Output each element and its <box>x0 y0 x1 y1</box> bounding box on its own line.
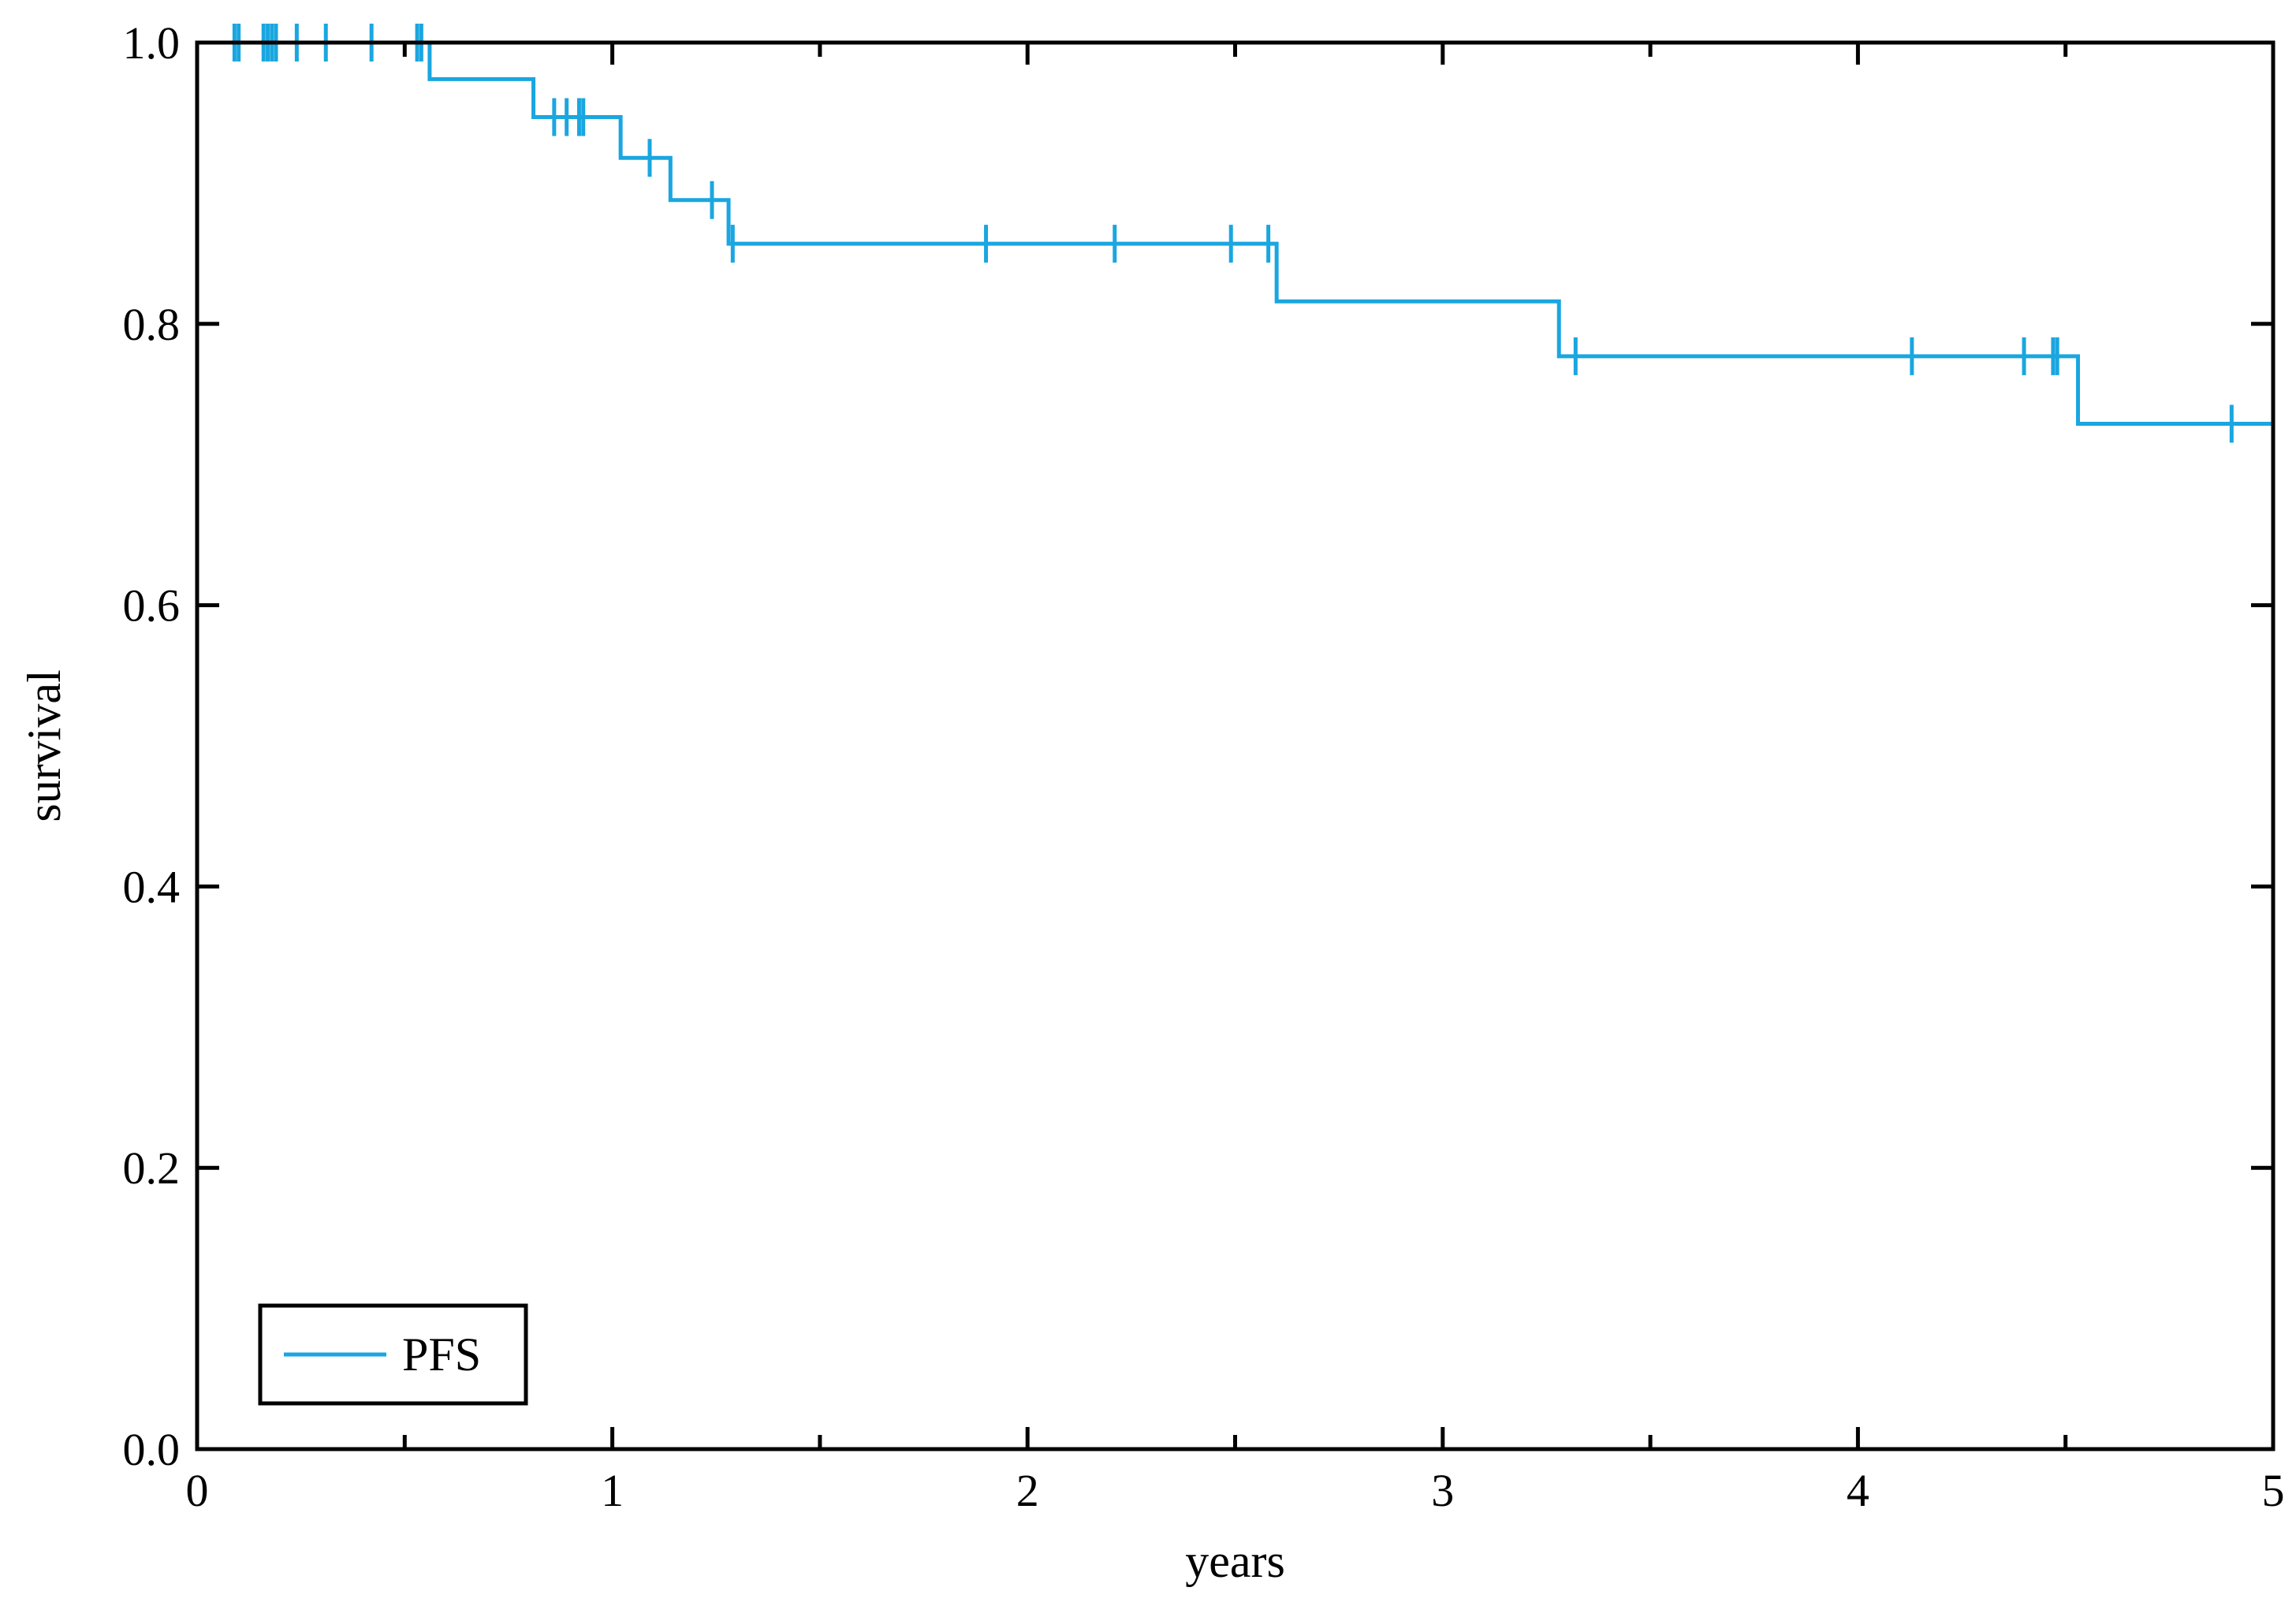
series-line-pfs <box>197 40 2273 426</box>
series-curves <box>197 40 2273 426</box>
legend-label-pfs: PFS <box>402 1328 481 1381</box>
x-tick-label: 1 <box>601 1465 624 1516</box>
y-axis-ticks: 0.0 0.2 0.4 0.6 0.8 1.0 <box>123 17 2273 1475</box>
x-tick-label: 5 <box>2262 1465 2285 1516</box>
x-tick-label: 4 <box>1847 1465 1869 1516</box>
x-axis-ticks: 0 1 2 3 4 5 <box>186 43 2285 1516</box>
y-tick-label: 0.4 <box>123 861 181 912</box>
y-tick-label: 0.2 <box>123 1142 181 1194</box>
legend: PFS <box>258 1303 528 1406</box>
y-tick-label: 0.6 <box>123 580 181 632</box>
y-tick-label: 0.8 <box>123 299 181 350</box>
y-axis-title: survival <box>18 669 70 822</box>
x-tick-label: 2 <box>1016 1465 1039 1516</box>
x-tick-label: 3 <box>1431 1465 1454 1516</box>
x-axis-title: years <box>1185 1535 1285 1587</box>
y-tick-label: 0.0 <box>123 1424 181 1475</box>
y-tick-label: 1.0 <box>123 17 181 69</box>
x-tick-label: 0 <box>186 1465 209 1516</box>
